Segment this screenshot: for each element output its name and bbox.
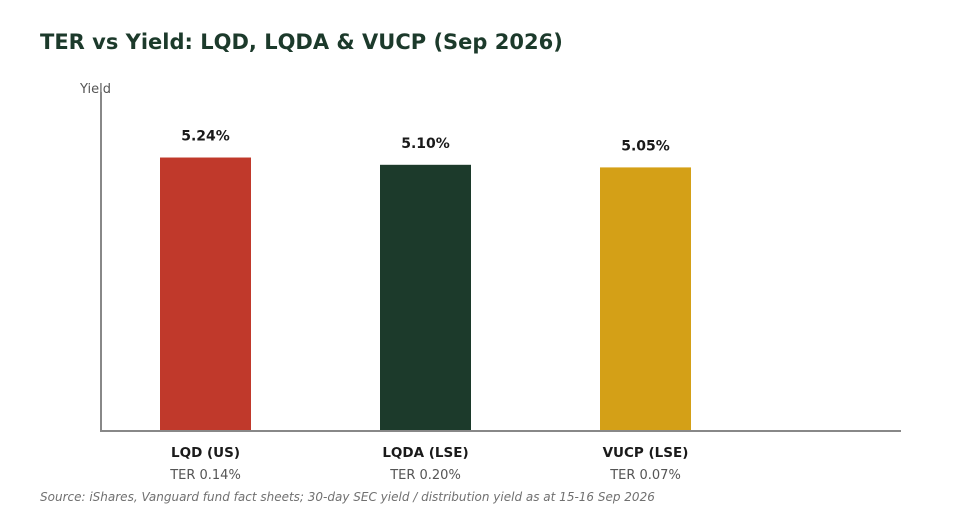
bar: [380, 164, 471, 431]
x-tick-label: VUCP (LSE): [603, 445, 689, 461]
bar: [600, 167, 691, 430]
bar: [160, 157, 251, 430]
x-tick-label: LQDA (LSE): [382, 445, 468, 461]
bar-value-label: 5.24%: [181, 129, 230, 145]
bars-group: 5.24% LQD (US) TER 0.14% 5.10% LQDA (LSE) TER…: [160, 129, 691, 483]
chart-title: TER vs Yield: LQD, LQDA & VUCP (Sep 2026…: [40, 30, 563, 54]
bar-value-label: 5.05%: [621, 138, 670, 154]
ter-label: TER 0.07%: [609, 468, 681, 483]
ter-label: TER 0.14%: [169, 468, 241, 483]
source-note: Source: iShares, Vanguard fund fact shee…: [40, 490, 655, 504]
y-axis-label: Yield: [79, 82, 111, 97]
bar-value-label: 5.10%: [401, 136, 450, 152]
x-tick-label: LQD (US): [171, 445, 240, 461]
ter-label: TER 0.20%: [389, 468, 461, 483]
